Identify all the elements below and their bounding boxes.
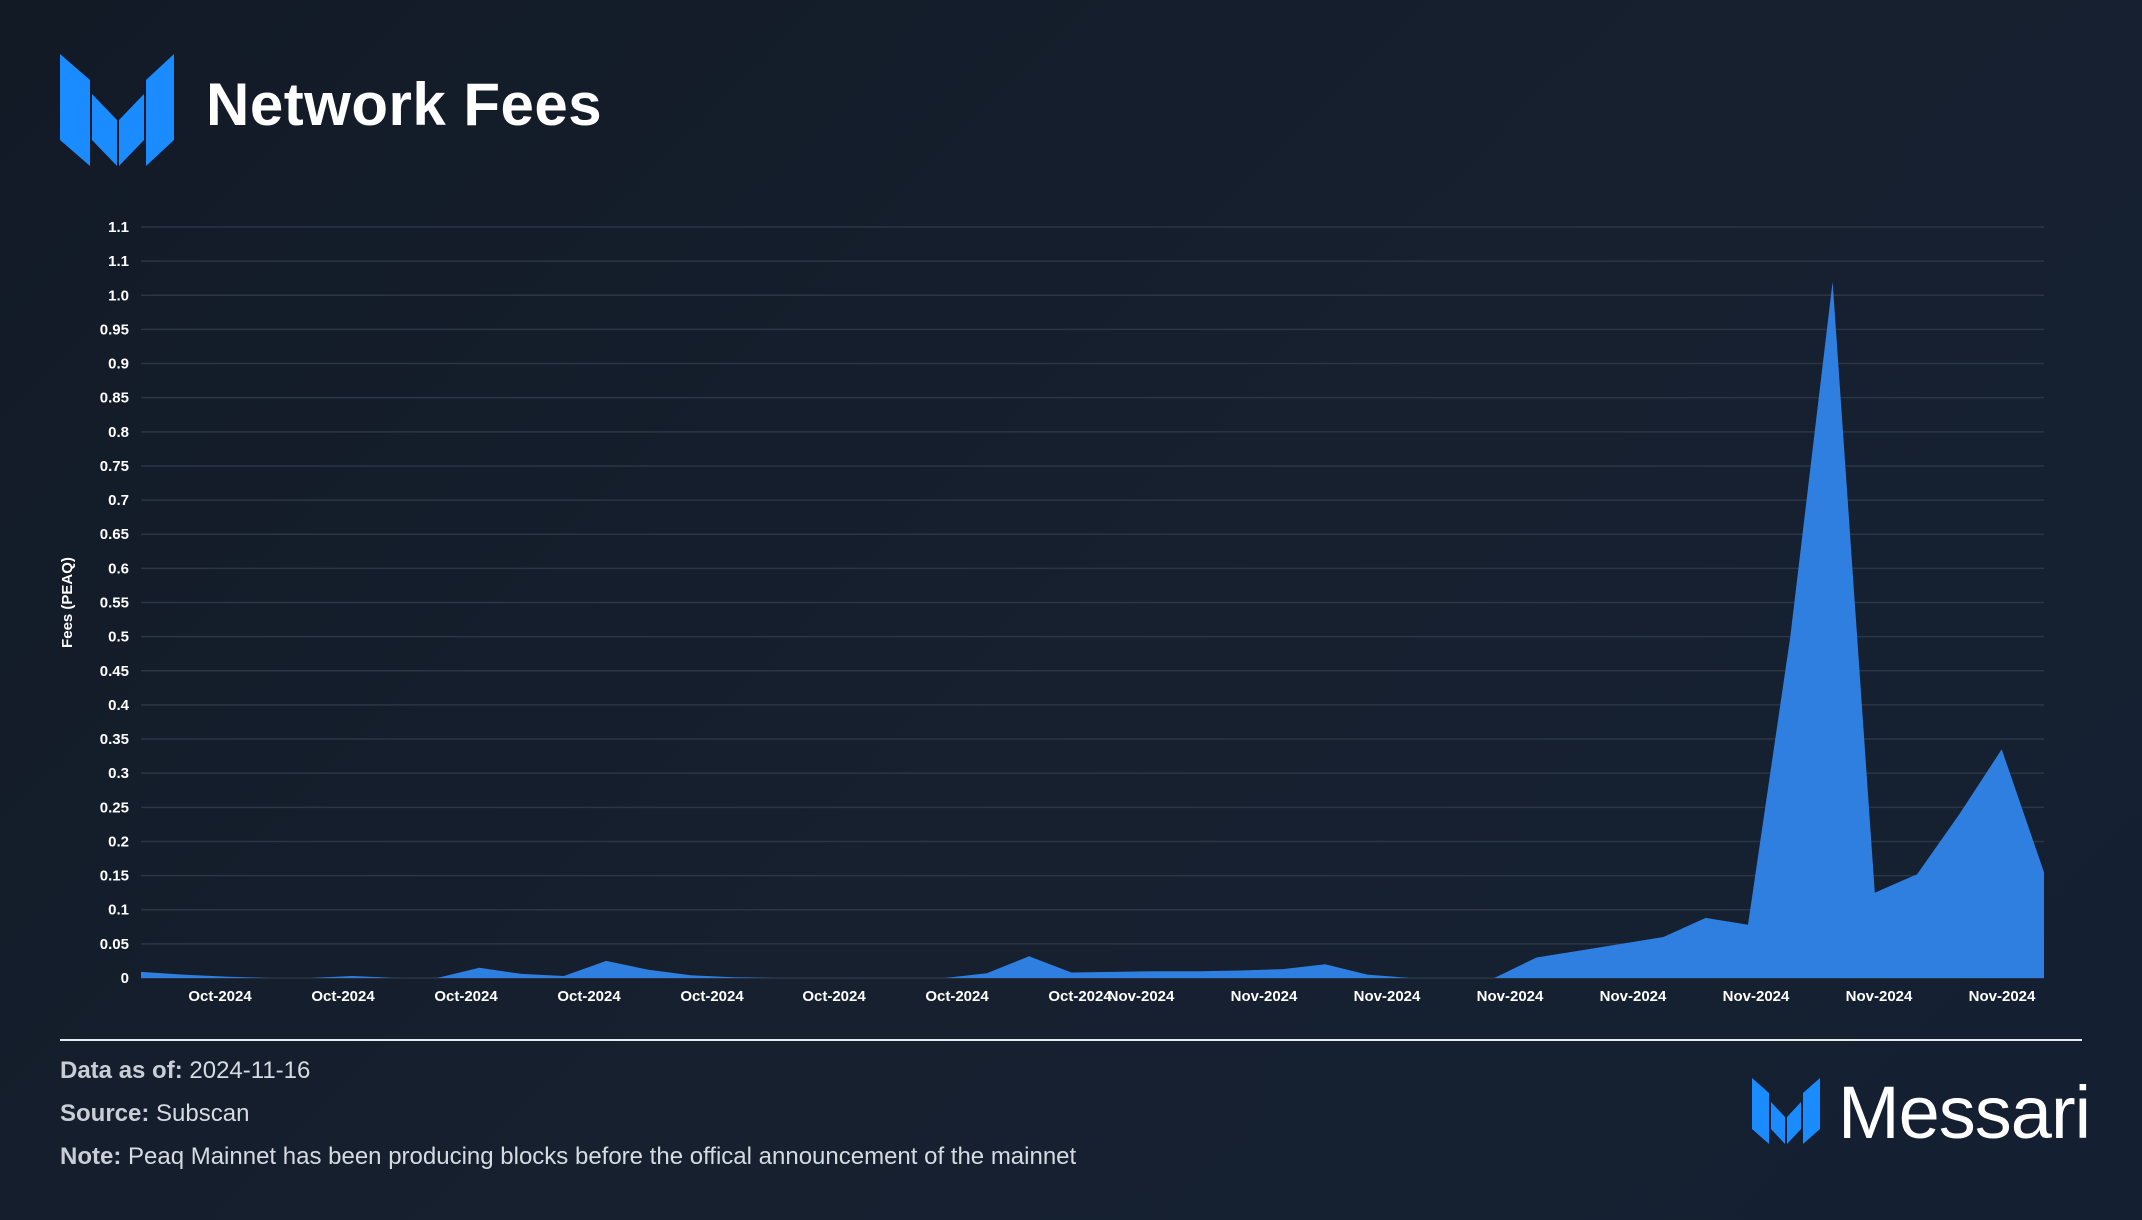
x-tick-label: Oct-2024 xyxy=(557,988,621,1005)
x-tick-label: Nov-2024 xyxy=(1477,988,1544,1005)
y-tick-label: 0.55 xyxy=(100,595,129,612)
y-axis-label: Fees (PEAQ) xyxy=(59,557,76,648)
y-tick-label: 0.7 xyxy=(108,492,129,509)
y-tick-label: 0.15 xyxy=(100,868,129,885)
area-chart: 0 0.05 0.1 0.15 0.2 0.25 0.3 0.35 0.4 0.45 0.5 0.55… xyxy=(59,219,2044,1005)
y-tick-label: 0.8 xyxy=(108,424,129,441)
footer-divider xyxy=(60,1039,2082,1041)
x-tick-label: Oct-2024 xyxy=(680,988,744,1005)
x-tick-label: Oct-2024 xyxy=(188,988,252,1005)
data-as-of-value: 2024-11-16 xyxy=(189,1057,311,1084)
y-tick-label: 0.2 xyxy=(108,833,129,850)
y-tick-label: 0.95 xyxy=(100,321,129,338)
y-tick-label: 0.3 xyxy=(108,765,129,782)
data-as-of-label: Data as of: xyxy=(60,1057,183,1084)
messari-logo-icon xyxy=(60,54,174,166)
y-tick-label: 0.45 xyxy=(100,663,129,680)
page-title: Network Fees xyxy=(206,71,603,138)
x-tick-label: Nov-2024 xyxy=(1846,988,1913,1005)
x-tick-label: Oct-2024 xyxy=(434,988,498,1005)
x-axis-ticks: Oct-2024 Oct-2024 Oct-2024 Oct-2024 Oct-2024… xyxy=(188,988,2036,1005)
y-tick-label: 0 xyxy=(121,970,129,987)
x-tick-label: Nov-2024 xyxy=(1600,988,1667,1005)
y-tick-label: 0.4 xyxy=(108,697,130,714)
chart-area-series xyxy=(141,281,2044,979)
x-tick-label: Nov-2024 xyxy=(1969,988,2036,1005)
y-tick-label: 0.5 xyxy=(108,629,129,646)
y-tick-label: 1.1 xyxy=(108,253,129,270)
data-as-of: Data as of: 2024-11-16 xyxy=(60,1057,310,1085)
note-value: Peaq Mainnet has been producing blocks b… xyxy=(128,1143,1077,1170)
x-tick-label: Oct-2024 xyxy=(311,988,375,1005)
y-axis-ticks: 0 0.05 0.1 0.15 0.2 0.25 0.3 0.35 0.4 0.45 0.5 0.55… xyxy=(100,219,130,987)
fees-area xyxy=(141,281,2044,979)
source-line: Source: Subscan xyxy=(60,1100,249,1128)
x-tick-label: Nov-2024 xyxy=(1354,988,1421,1005)
y-tick-label: 1.1 xyxy=(108,219,129,236)
source-label: Source: xyxy=(60,1100,150,1127)
messari-wordmark-icon xyxy=(1752,1078,1820,1144)
source-value: Subscan xyxy=(156,1100,250,1127)
y-tick-label: 0.65 xyxy=(100,526,129,543)
brand-name: Messari xyxy=(1838,1071,2091,1154)
x-tick-label: Nov-2024 xyxy=(1108,988,1175,1005)
x-tick-label: Oct-2024 xyxy=(1048,988,1112,1005)
y-tick-label: 0.75 xyxy=(100,458,129,475)
chart-grid xyxy=(141,226,2044,979)
y-tick-label: 0.35 xyxy=(100,731,129,748)
x-tick-label: Nov-2024 xyxy=(1723,988,1790,1005)
y-tick-label: 0.6 xyxy=(108,560,129,577)
note-line: Note: Peaq Mainnet has been producing bl… xyxy=(60,1143,1076,1171)
note-label: Note: xyxy=(60,1143,122,1170)
y-tick-label: 0.9 xyxy=(108,356,129,373)
x-tick-label: Nov-2024 xyxy=(1231,988,1298,1005)
x-tick-label: Oct-2024 xyxy=(925,988,989,1005)
y-tick-label: 1.0 xyxy=(108,287,129,304)
y-tick-label: 0.05 xyxy=(100,936,129,953)
y-tick-label: 0.85 xyxy=(100,390,129,407)
y-tick-label: 0.25 xyxy=(100,799,129,816)
y-tick-label: 0.1 xyxy=(108,902,129,919)
x-tick-label: Oct-2024 xyxy=(802,988,866,1005)
